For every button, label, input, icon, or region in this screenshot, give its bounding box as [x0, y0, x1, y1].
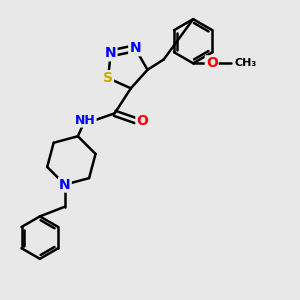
Text: O: O — [136, 114, 148, 128]
Text: S: S — [103, 71, 113, 85]
Text: N: N — [105, 46, 116, 60]
Text: N: N — [129, 41, 141, 55]
Text: NH: NH — [75, 114, 96, 127]
Text: O: O — [206, 56, 218, 70]
Text: CH₃: CH₃ — [234, 58, 256, 68]
Text: N: N — [59, 178, 71, 192]
